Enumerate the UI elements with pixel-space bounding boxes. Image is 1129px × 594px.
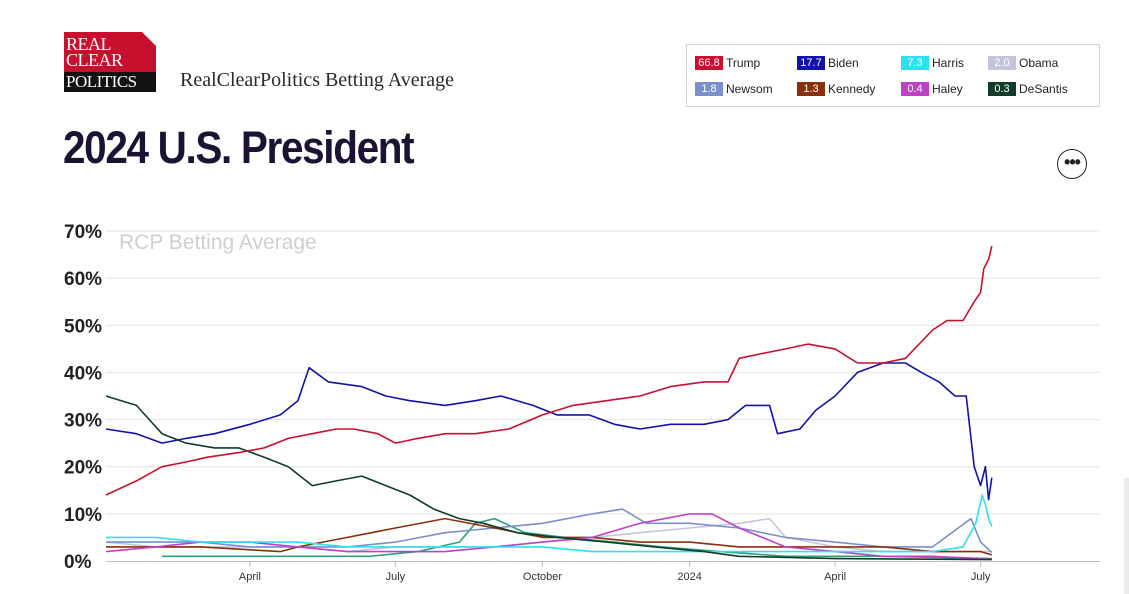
legend-value-biden: 17.7	[797, 56, 825, 70]
y-tick-label: 60%	[64, 269, 102, 290]
legend-value-harris: 7.3	[901, 56, 929, 70]
legend-value-haley: 0.4	[901, 82, 929, 96]
chart-watermark: RCP Betting Average	[119, 231, 317, 254]
series-line-unlabeled	[162, 517, 992, 560]
y-tick-label: 30%	[64, 411, 102, 432]
legend-value-kennedy: 1.3	[797, 82, 825, 96]
legend-item-desantis[interactable]: 0.3 DeSantis	[988, 82, 1068, 96]
legend-item-obama[interactable]: 2.0 Obama	[988, 56, 1058, 70]
series-line-desantis	[105, 395, 992, 561]
legend-item-biden[interactable]: 17.7 Biden	[797, 56, 859, 70]
y-tick-label: 70%	[64, 222, 102, 243]
legend-item-kennedy[interactable]: 1.3 Kennedy	[797, 82, 875, 96]
page-title: 2024 U.S. President	[63, 122, 415, 173]
legend-name-trump: Trump	[726, 56, 761, 70]
x-tick-label: July	[971, 571, 991, 583]
y-tick-label: 20%	[64, 458, 102, 479]
x-tick-label: October	[523, 571, 562, 583]
logo-corner-fold	[142, 32, 156, 46]
legend-value-desantis: 0.3	[988, 82, 1016, 96]
scrollbar-track[interactable]	[1124, 478, 1129, 594]
legend-name-biden: Biden	[828, 56, 859, 70]
x-tick-label: April	[824, 571, 846, 583]
y-tick-label: 40%	[64, 363, 102, 384]
legend-name-kennedy: Kennedy	[828, 82, 876, 96]
y-tick-label: 0%	[64, 552, 92, 573]
logo-line-3: POLITICS	[64, 72, 156, 92]
x-tick-label: April	[239, 571, 261, 583]
legend-item-trump[interactable]: 66.8 Trump	[695, 56, 760, 70]
legend-value-obama: 2.0	[988, 56, 1016, 70]
rcp-logo[interactable]: REAL CLEAR POLITICS	[64, 32, 156, 92]
legend-value-trump: 66.8	[695, 56, 723, 70]
legend-item-harris[interactable]: 7.3 Harris	[901, 56, 964, 70]
series-line-trump	[105, 245, 993, 496]
series-line-newsom	[106, 508, 993, 554]
logo-line-1: REAL	[66, 34, 112, 54]
chart-legend: 66.8 Trump 17.7 Biden 7.3 Harris 2.0 Oba…	[686, 44, 1100, 107]
legend-name-obama: Obama	[1019, 56, 1059, 70]
legend-value-newsom: 1.8	[695, 82, 723, 96]
x-tick-label: 2024	[677, 571, 701, 583]
page-subtitle: RealClearPolitics Betting Average	[180, 69, 455, 91]
legend-name-haley: Haley	[932, 82, 963, 96]
legend-name-harris: Harris	[932, 56, 964, 70]
series-line-biden	[105, 362, 993, 501]
series-line-harris	[106, 494, 993, 553]
legend-item-newsom[interactable]: 1.8 Newsom	[695, 82, 773, 96]
legend-name-desantis: DeSantis	[1019, 82, 1068, 96]
y-tick-label: 50%	[64, 316, 102, 337]
legend-item-haley[interactable]: 0.4 Haley	[901, 82, 963, 96]
x-tick-label: July	[386, 571, 406, 583]
legend-name-newsom: Newsom	[726, 82, 773, 96]
more-options-button[interactable]: •••	[1057, 149, 1087, 179]
logo-line-2: CLEAR	[66, 50, 123, 70]
y-tick-label: 10%	[64, 505, 102, 526]
